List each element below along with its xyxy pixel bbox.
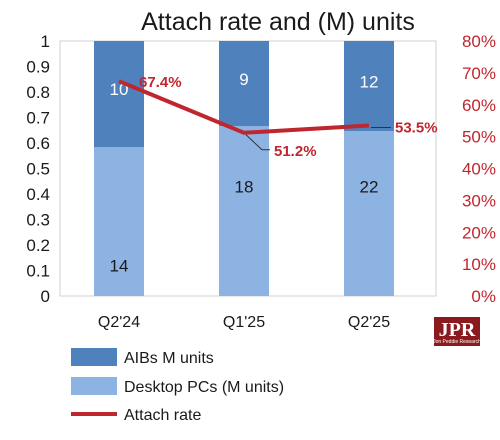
category-label: Q2'25 bbox=[348, 314, 390, 331]
attach-rate-label: 51.2% bbox=[274, 143, 317, 160]
left-axis: 0 0.1 0.2 0.3 0.4 0.5 0.6 0.7 0.8 0.9 1 bbox=[26, 32, 50, 306]
bar-value-label: 12 bbox=[360, 72, 379, 91]
bar-segment-aib bbox=[344, 41, 394, 131]
legend-label: AIBs M units bbox=[124, 350, 214, 367]
label-leader bbox=[245, 134, 270, 151]
attach-rate-label: 67.4% bbox=[139, 74, 182, 91]
legend-swatch bbox=[71, 348, 117, 366]
right-tick-label: 20% bbox=[462, 223, 496, 242]
left-tick-label: 0.5 bbox=[26, 160, 50, 179]
logo-box bbox=[434, 317, 480, 346]
right-tick-label: 70% bbox=[462, 64, 496, 83]
logo-text: JPR bbox=[439, 319, 476, 341]
left-tick-label: 0.9 bbox=[26, 58, 50, 77]
bar-segment-desktop bbox=[219, 125, 269, 296]
legend: AIBs M units Desktop PCs (M units) Attach … bbox=[71, 348, 284, 424]
right-tick-label: 60% bbox=[462, 96, 496, 115]
left-tick-label: 0.6 bbox=[26, 134, 50, 153]
bar-value-label: 9 bbox=[239, 70, 248, 89]
legend-swatch bbox=[71, 377, 117, 395]
chart-title: Attach rate and (M) units bbox=[141, 8, 415, 36]
attach-rate-label: 53.5% bbox=[395, 119, 438, 136]
left-tick-label: 1 bbox=[41, 32, 50, 51]
left-tick-label: 0.2 bbox=[26, 236, 50, 255]
bar-segment-desktop bbox=[94, 147, 144, 296]
left-tick-label: 0.1 bbox=[26, 262, 50, 281]
bar-value-label: 22 bbox=[360, 177, 379, 196]
bar-value-label: 18 bbox=[235, 177, 254, 196]
bar-segment-desktop bbox=[344, 130, 394, 296]
bar-segment-aib bbox=[94, 41, 144, 148]
right-tick-label: 40% bbox=[462, 160, 496, 179]
right-tick-label: 30% bbox=[462, 191, 496, 210]
left-tick-label: 0 bbox=[41, 287, 50, 306]
bar-value-label: 14 bbox=[110, 256, 129, 275]
left-tick-label: 0.3 bbox=[26, 211, 50, 230]
legend-label: Attach rate bbox=[124, 407, 201, 424]
right-tick-label: 80% bbox=[462, 32, 496, 51]
right-tick-label: 10% bbox=[462, 255, 496, 274]
right-tick-label: 50% bbox=[462, 128, 496, 147]
category-label: Q1'25 bbox=[223, 314, 265, 331]
logo-subtext: Jon Peddie Research bbox=[433, 339, 481, 345]
right-axis: 0% 10% 20% 30% 40% 50% 60% 70% 80% bbox=[462, 32, 496, 306]
left-tick-label: 0.7 bbox=[26, 109, 50, 128]
x-axis: Q2'24 Q1'25 Q2'25 bbox=[98, 314, 390, 331]
legend-label: Desktop PCs (M units) bbox=[124, 379, 284, 396]
category-label: Q2'24 bbox=[98, 314, 140, 331]
attach-rate-line: 67.4% 51.2% 53.5% bbox=[118, 74, 438, 160]
right-tick-label: 0% bbox=[471, 287, 496, 306]
left-tick-label: 0.8 bbox=[26, 83, 50, 102]
attach-rate-series bbox=[118, 79, 370, 135]
left-tick-label: 0.4 bbox=[26, 185, 50, 204]
bar-segment-aib bbox=[219, 41, 269, 126]
